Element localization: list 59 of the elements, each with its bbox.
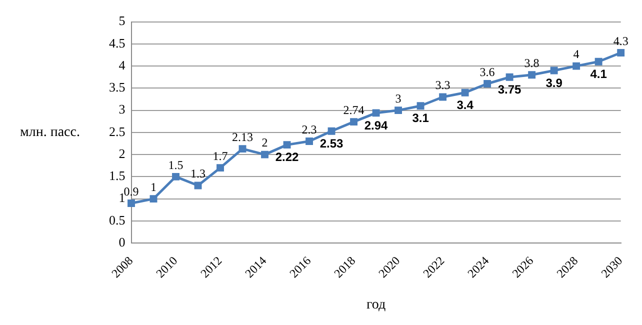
point (350, 118, 358, 126)
data-label: 3.3 (435, 78, 450, 92)
data-label: 3.75 (498, 82, 522, 96)
point (372, 109, 380, 117)
y-tick-label: 2.5 (109, 124, 126, 139)
y-tick-label: 1 (118, 190, 126, 206)
y-tick-label: 3.5 (109, 80, 126, 95)
point (528, 71, 536, 79)
data-label: 2.74 (343, 102, 364, 117)
data-label: 1.7 (212, 148, 228, 163)
point (416, 102, 424, 110)
point (306, 138, 313, 145)
y-tick-label: 0 (118, 234, 126, 250)
data-label: 1.3 (190, 166, 206, 181)
y-tick-label: 1.5 (109, 168, 126, 184)
point (216, 164, 224, 172)
data-label: 1 (150, 180, 157, 194)
y-axis-title: млн. пасс. (20, 125, 80, 140)
x-axis-title: год (366, 297, 386, 312)
point (194, 182, 202, 190)
data-label: 0.9 (124, 184, 139, 198)
point (172, 172, 180, 180)
data-label: 4 (573, 47, 580, 62)
point (283, 141, 291, 149)
y-tick-label: 5 (118, 13, 126, 28)
point (150, 195, 158, 203)
data-label: 4.3 (613, 34, 628, 48)
point (572, 62, 580, 70)
point (261, 150, 268, 158)
point (461, 88, 469, 96)
data-label: 2.94 (364, 118, 388, 132)
y-tick-label: 4.5 (109, 35, 126, 50)
point (484, 80, 492, 88)
data-label: 2 (262, 136, 268, 150)
data-label: 2.53 (320, 136, 344, 150)
y-tick-label: 0.5 (109, 212, 126, 228)
point (617, 49, 625, 56)
point (439, 93, 447, 101)
point (328, 127, 336, 135)
y-tick-label: 3 (118, 102, 126, 117)
point (550, 66, 558, 74)
data-label: 1.5 (168, 158, 184, 172)
point (128, 200, 135, 207)
point (394, 106, 402, 114)
data-label: 3.9 (546, 76, 563, 90)
point (238, 145, 246, 153)
y-tick-label: 2 (118, 146, 126, 161)
data-label: 2.22 (275, 150, 300, 164)
y-tick-label: 4 (118, 57, 126, 72)
data-label: 3.1 (412, 111, 430, 126)
point (506, 73, 514, 81)
data-label: 2.3 (302, 122, 317, 136)
point (594, 58, 602, 66)
data-label: 3.4 (456, 98, 474, 112)
data-label: 3.8 (524, 56, 540, 70)
data-label: 3 (395, 91, 402, 106)
data-label: 3.6 (480, 64, 495, 79)
data-label: 2.13 (232, 130, 254, 144)
data-label: 4.1 (590, 66, 608, 81)
